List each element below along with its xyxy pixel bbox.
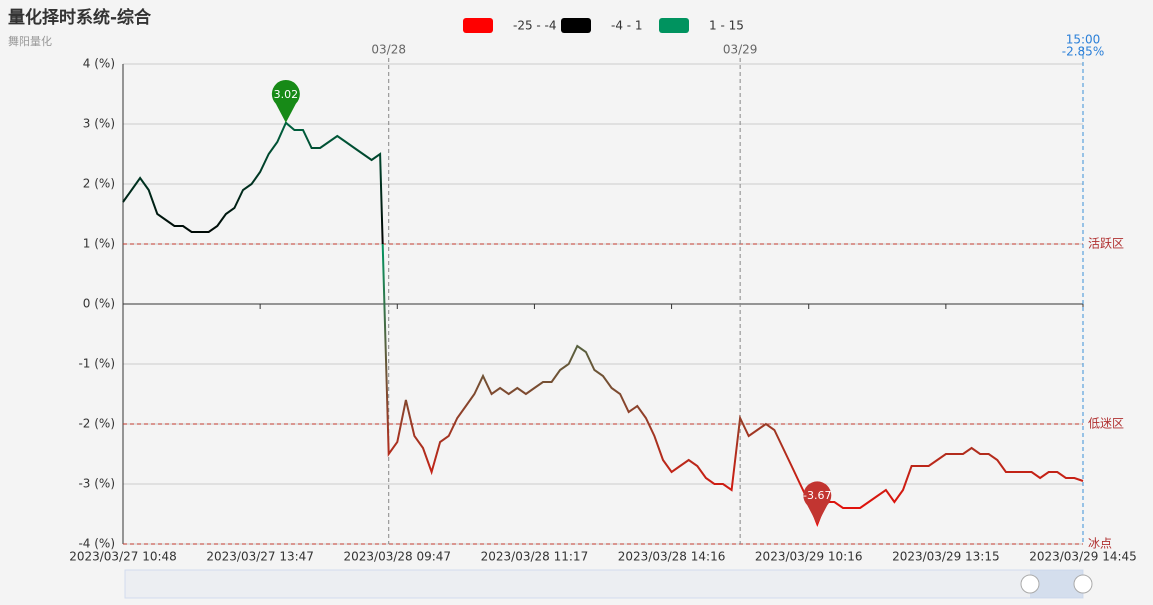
mark-line-label: 冰点 xyxy=(1088,537,1112,551)
mark-line-label: 低迷区 xyxy=(1088,417,1124,431)
zoom-track[interactable] xyxy=(124,569,1084,599)
chart-title: 量化择时系统-综合 xyxy=(8,7,152,28)
mark-point xyxy=(803,481,832,525)
y-tick-label: -3 (%) xyxy=(78,477,115,491)
mark-point-label: -3.67 xyxy=(803,489,831,502)
mark-point xyxy=(271,80,300,123)
x-tick-label: 2023/03/29 13:15 xyxy=(892,550,1000,564)
legend-swatch xyxy=(463,18,493,33)
end-value-label: -2.85% xyxy=(1062,45,1104,59)
x-tick-label: 2023/03/28 11:17 xyxy=(481,550,589,564)
legend-label: 1 - 15 xyxy=(709,19,744,33)
mark-point-label: 3.02 xyxy=(274,88,299,101)
line-series xyxy=(122,121,1084,527)
y-tick-label: 0 (%) xyxy=(83,297,115,311)
mark-line-label: 活跃区 xyxy=(1088,237,1124,251)
y-tick-label: 3 (%) xyxy=(83,117,115,131)
legend-swatch xyxy=(561,18,591,33)
legend-label: -4 - 1 xyxy=(611,19,643,33)
y-tick-label: 4 (%) xyxy=(83,57,115,71)
zoom-handle[interactable] xyxy=(1020,574,1040,594)
chart-subtitle: 舞阳量化 xyxy=(8,34,52,48)
date-line-label: 03/29 xyxy=(723,43,758,57)
y-tick-label: -4 (%) xyxy=(78,537,115,551)
x-tick-label: 2023/03/29 14:45 xyxy=(1029,550,1137,564)
legend-label: -25 - -4 xyxy=(513,19,557,33)
y-tick-label: -2 (%) xyxy=(78,417,115,431)
y-tick-label: 1 (%) xyxy=(83,237,115,251)
x-tick-label: 2023/03/28 14:16 xyxy=(618,550,726,564)
zoom-handle[interactable] xyxy=(1073,574,1093,594)
x-tick-label: 2023/03/27 10:48 xyxy=(69,550,177,564)
x-tick-label: 2023/03/27 13:47 xyxy=(206,550,314,564)
y-tick-label: -1 (%) xyxy=(78,357,115,371)
data-zoom[interactable] xyxy=(124,569,1093,599)
end-time-label: 15:00 xyxy=(1066,33,1101,47)
y-tick-label: 2 (%) xyxy=(83,177,115,191)
date-line-label: 03/28 xyxy=(371,43,406,57)
legend-swatch xyxy=(659,18,689,33)
x-tick-label: 2023/03/29 10:16 xyxy=(755,550,863,564)
x-tick-label: 2023/03/28 09:47 xyxy=(344,550,452,564)
